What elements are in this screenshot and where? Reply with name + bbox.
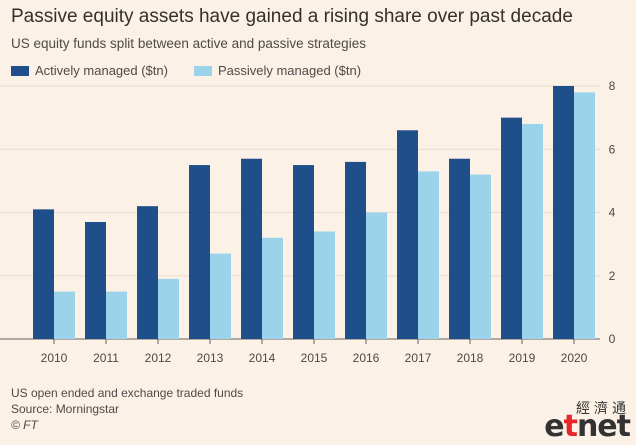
bar-active [33,209,54,339]
x-tick-label: 2011 [93,351,119,365]
legend: Actively managed ($tn) Passively managed… [11,63,387,78]
y-tick-label: 6 [609,142,616,156]
bar-passive [366,212,387,339]
x-tick-label: 2013 [197,351,224,365]
bar-active [501,117,522,339]
legend-swatch-active [11,65,29,76]
bar-passive [470,174,491,339]
footer-note: US open ended and exchange traded funds [11,386,244,400]
y-tick-label: 8 [609,79,616,93]
bar-active [189,165,210,339]
chart-title: Passive equity assets have gained a risi… [11,6,573,27]
x-tick-label: 2012 [145,351,172,365]
bar-active [345,161,366,339]
logo-accent: t [563,409,578,444]
legend-item-active: Actively managed ($tn) [11,63,168,78]
legend-swatch-passive [193,65,212,76]
bar-active [85,221,106,339]
etnet-logo: etnet [544,409,631,444]
bar-passive [54,291,75,339]
bar-passive [158,278,179,339]
logo-prefix: e [544,409,564,444]
x-tick-label: 2010 [41,351,68,365]
x-tick-label: 2015 [301,351,328,365]
x-tick-label: 2016 [353,351,380,365]
y-tick-label: 2 [609,269,616,283]
bar-passive [106,291,127,339]
bar-active [553,86,574,339]
legend-item-passive: Passively managed ($tn) [193,63,362,78]
legend-label-passive: Passively managed ($tn) [217,63,362,78]
bar-passive [210,253,231,339]
x-tick-label: 2019 [509,351,536,365]
x-tick-label: 2017 [405,351,432,365]
legend-label-active: Actively managed ($tn) [35,63,168,78]
footer-source: Source: Morningstar [11,402,120,416]
footer-credit: © FT [11,418,38,432]
y-tick-label: 4 [609,206,616,220]
x-tick-label: 2018 [457,351,484,365]
bar-active [241,158,262,339]
y-tick-label: 0 [609,332,616,346]
bar-passive [314,231,335,339]
bar-passive [522,123,543,339]
x-tick-label: 2014 [249,351,276,365]
bar-passive [574,92,595,339]
x-tick-label: 2020 [561,351,588,365]
bar-active [449,158,470,339]
bar-active [293,165,314,339]
watermark-chinese: 經濟通 [576,401,630,417]
bar-passive [262,237,283,339]
chart-subtitle: US equity funds split between active and… [11,36,366,51]
bar-active [137,206,158,339]
bar-active [397,130,418,339]
bar-passive [418,171,439,339]
logo-suffix: net [576,409,631,444]
